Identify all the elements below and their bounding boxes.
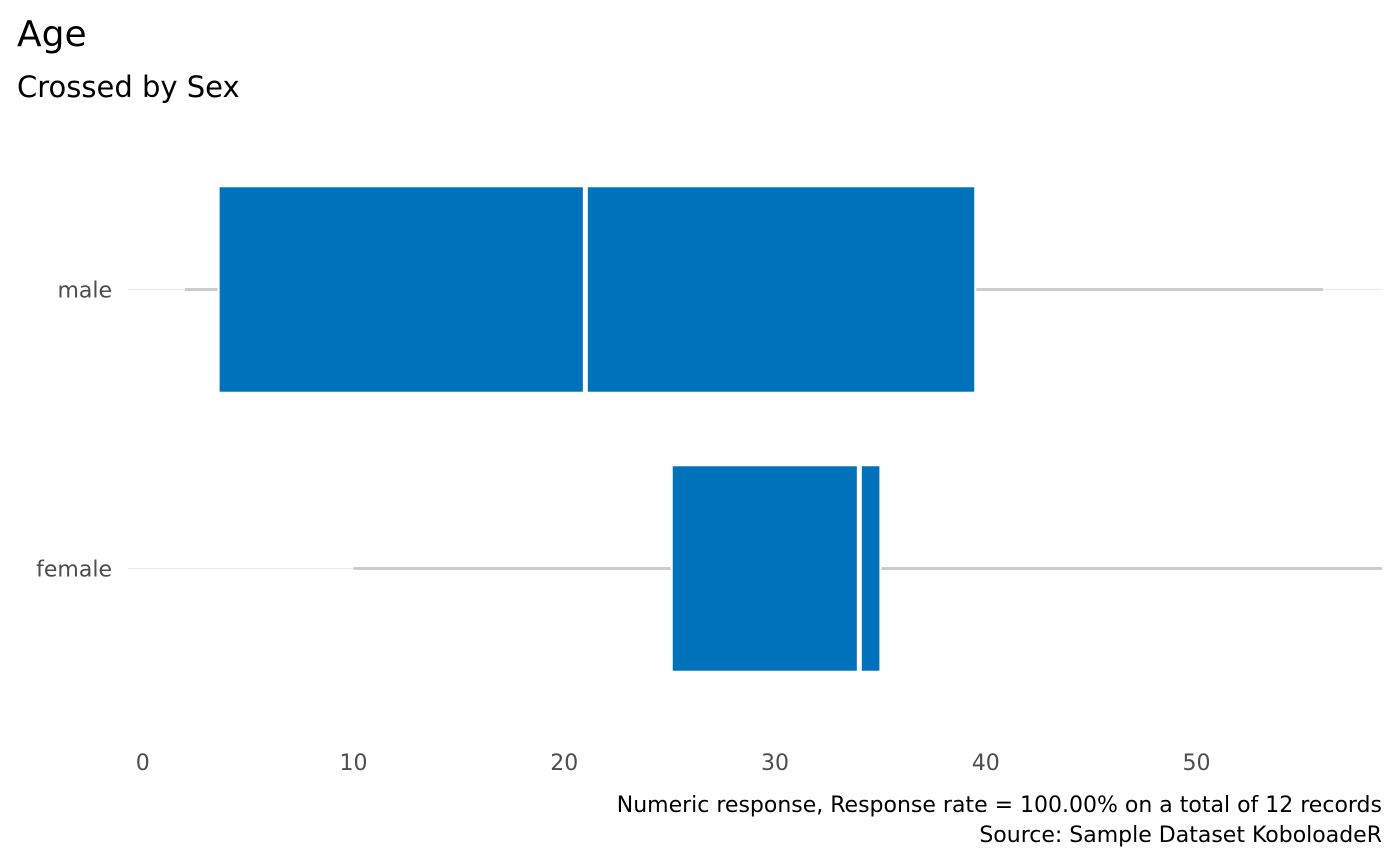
- caption-line-2: Source: Sample Dataset KoboloadeR: [979, 823, 1382, 848]
- x-tick-label: 0: [136, 751, 150, 776]
- y-tick-label-male: male: [57, 279, 112, 304]
- x-tick-label: 40: [972, 751, 1000, 776]
- caption-line-1: Numeric response, Response rate = 100.00…: [617, 793, 1382, 818]
- chart-title: Age: [17, 14, 87, 55]
- x-tick-label: 50: [1183, 751, 1211, 776]
- plot-area: [128, 185, 1382, 673]
- box-female: [670, 464, 882, 673]
- x-tick-label: 20: [550, 751, 578, 776]
- y-axis: male female: [36, 279, 112, 583]
- y-tick-label-female: female: [36, 558, 112, 583]
- x-tick-label: 30: [761, 751, 789, 776]
- chart-subtitle: Crossed by Sex: [17, 70, 240, 104]
- x-axis: 0 10 20 30 40 50: [136, 751, 1211, 776]
- x-tick-label: 10: [340, 751, 368, 776]
- box-male: [217, 185, 977, 394]
